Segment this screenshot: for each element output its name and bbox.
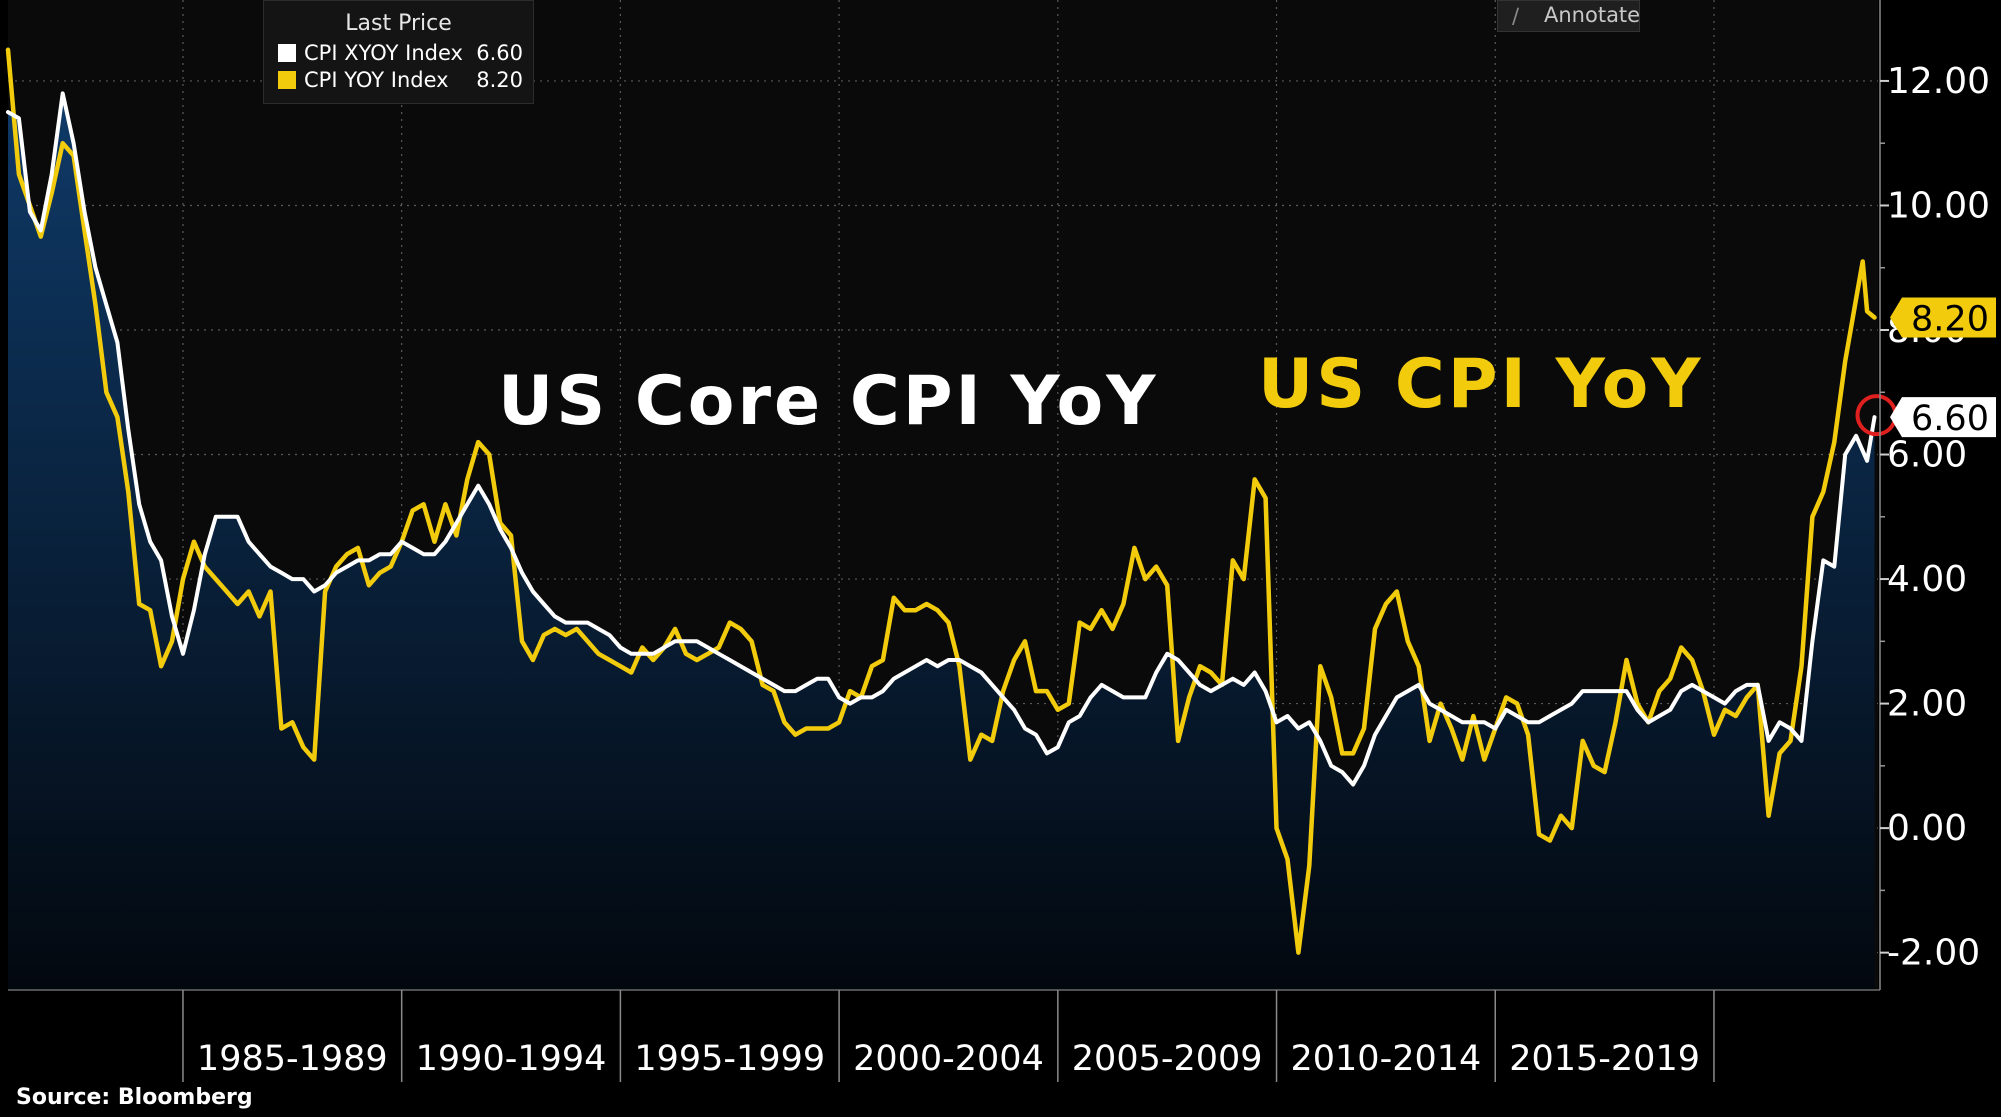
x-category-label: 2000-2004	[853, 1039, 1044, 1079]
x-category-label: 1990-1994	[416, 1039, 607, 1079]
x-category-label: 1985-1989	[197, 1039, 388, 1079]
axis-layer: 12.0010.008.006.004.002.000.00-2.001985-…	[8, 0, 1996, 1082]
legend-series-name: CPI YOY Index	[304, 68, 449, 92]
annotate-label: Annotate	[1544, 3, 1641, 27]
source-note: Source: Bloomberg	[16, 1085, 253, 1110]
legend-series-value: 6.60	[476, 41, 523, 65]
x-category-label: 1995-1999	[634, 1039, 825, 1079]
y-tick-label: 10.00	[1887, 185, 1990, 226]
core-cpi-series-line	[6, 91, 1877, 787]
cpi-annotation: US CPI YoY	[1258, 345, 1704, 424]
cpi-last-value-tag-background	[1890, 297, 1996, 338]
x-category-label: 2015-2019	[1509, 1039, 1700, 1079]
core-cpi-annotation: US Core CPI YoY	[498, 362, 1159, 441]
legend-item-cpi[interactable]: CPI YOY Index 8.20	[278, 68, 523, 94]
x-category-label: 2010-2014	[1291, 1039, 1482, 1079]
legend-series-name: CPI XYOY Index	[304, 41, 463, 65]
legend-item-core-cpi[interactable]: CPI XYOY Index 6.60	[278, 41, 523, 67]
legend-series-value: 8.20	[476, 68, 523, 92]
y-tick-label: 6.00	[1887, 435, 1967, 476]
y-tick-label: 12.00	[1887, 61, 1990, 102]
y-tick-label: 4.00	[1887, 559, 1967, 600]
legend-swatch-cpi	[278, 71, 296, 89]
pencil-icon: ∕	[1512, 4, 1520, 28]
core-cpi-last-value-tag-label: 6.60	[1911, 399, 1989, 439]
y-tick-label: 0.00	[1887, 808, 1967, 849]
x-category-label: 2005-2009	[1072, 1039, 1263, 1079]
cpi-last-value-tag: 8.20	[1890, 297, 1996, 340]
legend: Last Price CPI XYOY Index 6.60 CPI YOY I…	[263, 0, 534, 104]
y-tick-label: 2.00	[1887, 684, 1967, 725]
legend-header: Last Price	[345, 11, 452, 36]
core-cpi-last-value-tag: 6.60	[1890, 397, 1996, 439]
cpi-last-value-tag-label: 8.20	[1911, 300, 1989, 340]
annotate-button[interactable]: ∕ Annotate	[1497, 0, 1640, 32]
core-cpi-last-value-tag-background	[1890, 397, 1996, 438]
y-tick-label: -2.00	[1887, 933, 1980, 974]
core-cpi-area	[8, 93, 1875, 990]
legend-swatch-core-cpi	[278, 44, 296, 62]
cpi-series-line	[5, 47, 1877, 955]
